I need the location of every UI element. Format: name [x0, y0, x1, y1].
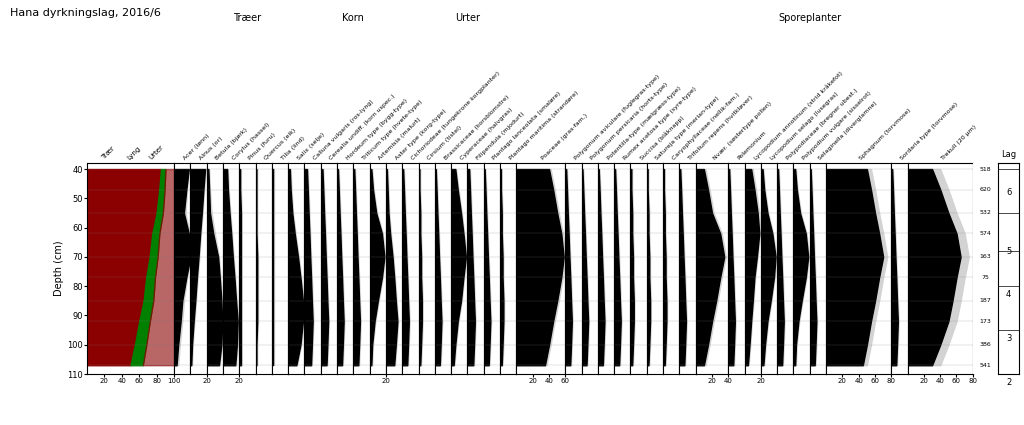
Text: 386: 386: [980, 342, 991, 347]
Text: Poaceae (gras-fam.): Poaceae (gras-fam.): [541, 113, 589, 161]
Text: Cyperaceae (halvgras): Cyperaceae (halvgras): [460, 107, 513, 161]
Text: Hordeum type (bygg-type): Hordeum type (bygg-type): [345, 98, 409, 161]
Text: Lyng: Lyng: [126, 145, 142, 161]
Text: Nvær. (søstertype pollen): Nvær. (søstertype pollen): [712, 101, 772, 161]
Text: Triticum type (hvete-type): Triticum type (hvete-type): [361, 99, 423, 161]
Text: Aster type (korg-type): Aster type (korg-type): [394, 108, 446, 161]
Text: Polemonium: Polemonium: [736, 130, 767, 161]
Y-axis label: Depth (cm): Depth (cm): [54, 241, 65, 296]
Text: 541: 541: [980, 363, 991, 368]
Text: 163: 163: [980, 255, 991, 259]
Text: Rumex acetosa type (syre-type): Rumex acetosa type (syre-type): [623, 86, 697, 161]
Text: Cerealia undiff. (korn uspec.): Cerealia undiff. (korn uspec.): [329, 94, 396, 161]
Text: Quercus (eik): Quercus (eik): [264, 128, 297, 161]
Text: Lag: Lag: [1001, 150, 1016, 159]
Text: 620: 620: [980, 187, 991, 192]
Text: Lycopodium annotinum (strid kråkefot): Lycopodium annotinum (strid kråkefot): [753, 70, 844, 161]
Text: 75: 75: [982, 275, 989, 280]
Text: Plantago lanceolata (smaløre): Plantago lanceolata (smaløre): [492, 91, 562, 161]
Text: Træer: Træer: [233, 13, 261, 23]
Text: Alnus (or): Alnus (or): [199, 136, 223, 161]
Text: 574: 574: [980, 231, 991, 236]
Text: Pinus (furu): Pinus (furu): [248, 132, 276, 161]
Text: Calluna vulgaris (ros-lyng): Calluna vulgaris (ros-lyng): [312, 99, 375, 161]
Text: 3: 3: [1006, 334, 1012, 343]
Text: Succisa (blåknapp): Succisa (blåknapp): [639, 115, 685, 161]
Text: Potentilla-type (mælgræss-type): Potentilla-type (mælgræss-type): [606, 85, 682, 161]
Text: Tilia (lind): Tilia (lind): [280, 136, 305, 161]
Text: Betula (bjørk): Betula (bjørk): [215, 127, 249, 161]
Text: Brassicaceae (korsblomstre): Brassicaceae (korsblomstre): [443, 94, 510, 161]
Text: Trifolium repens (hvitkløver): Trifolium repens (hvitkløver): [687, 95, 754, 161]
Text: Polypodiaceae (bregner ubest.): Polypodiaceae (bregner ubest.): [785, 88, 858, 161]
Text: 4: 4: [1006, 290, 1012, 300]
Text: Selaginella (diverglamne): Selaginella (diverglamne): [818, 101, 879, 161]
Text: Corylus (hassel): Corylus (hassel): [231, 122, 270, 161]
Text: Polygonum aviculare (fuglegras-type): Polygonum aviculare (fuglegras-type): [573, 74, 660, 161]
Text: Polygonum persicaria (horts-type): Polygonum persicaria (horts-type): [590, 82, 669, 161]
Text: 2: 2: [1006, 378, 1012, 387]
Text: Sphagnum (torvmose): Sphagnum (torvmose): [859, 108, 912, 161]
Text: Korn: Korn: [342, 13, 365, 23]
Text: Artemisia (malurt): Artemisia (malurt): [378, 117, 422, 161]
Text: Trekull (20 μm): Trekull (20 μm): [940, 124, 977, 161]
Text: Salix (selje): Salix (selje): [296, 132, 326, 161]
Text: Lycopodium selago (lusegras): Lycopodium selago (lusegras): [769, 91, 839, 161]
Text: 173: 173: [980, 319, 991, 324]
Text: Polypodium vulgare (sisselrot): Polypodium vulgare (sisselrot): [802, 91, 872, 161]
Text: Urter: Urter: [148, 144, 165, 161]
Text: Sporeplanter: Sporeplanter: [778, 13, 842, 23]
Text: 187: 187: [980, 298, 991, 303]
Text: 5: 5: [1006, 246, 1012, 255]
Text: Sordaria type (torvmose): Sordaria type (torvmose): [899, 102, 958, 161]
Text: Cichoriodeae (tungekrone korgplanter): Cichoriodeae (tungekrone korgplanter): [411, 71, 501, 161]
Text: Plantago maritima (strandøre): Plantago maritima (strandøre): [508, 90, 580, 161]
Text: Hana dyrkningslag, 2016/6: Hana dyrkningslag, 2016/6: [10, 8, 161, 19]
Text: Urter: Urter: [455, 13, 480, 23]
Text: 518: 518: [980, 167, 991, 172]
Text: 6: 6: [1006, 188, 1012, 197]
Text: Filipendula (mjodurt): Filipendula (mjodurt): [475, 111, 525, 161]
Text: Acer (lønn): Acer (lønn): [182, 133, 210, 161]
Text: 532: 532: [980, 210, 991, 215]
Text: Caryophyllaceae (nellik-fam.): Caryophyllaceae (nellik-fam.): [672, 92, 740, 161]
Text: Satureja type (merian-type): Satureja type (merian-type): [655, 96, 721, 161]
Text: Trær: Trær: [100, 146, 116, 161]
Text: Cirsium (tistel): Cirsium (tistel): [427, 125, 463, 161]
